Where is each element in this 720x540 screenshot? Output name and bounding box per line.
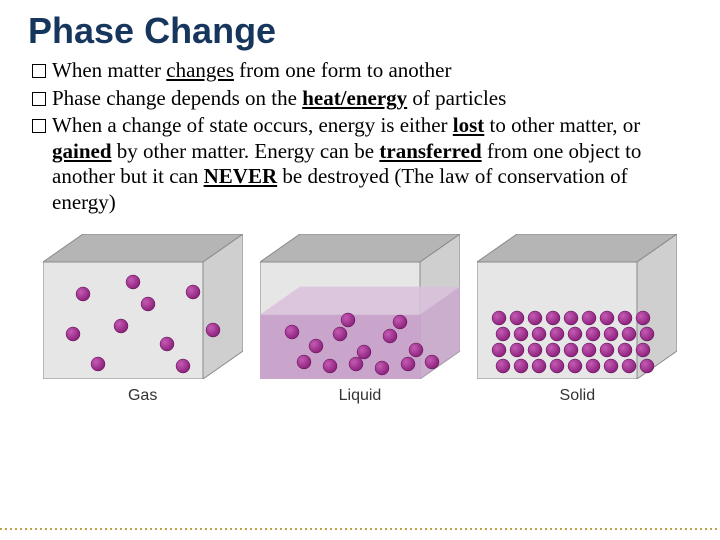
bullet-square-icon	[32, 64, 46, 78]
bullet-text: When matter changes from one form to ano…	[52, 58, 692, 84]
liquid-box-icon	[260, 234, 460, 379]
slide: Phase Change When matter changes from on…	[0, 0, 720, 540]
bullet-list: When matter changes from one form to ano…	[28, 58, 692, 216]
gas-box-icon	[43, 234, 243, 379]
diagram-row: Gas Liquid Solid	[28, 234, 692, 405]
bullet-item: When matter changes from one form to ano…	[32, 58, 692, 84]
page-title: Phase Change	[28, 10, 692, 52]
solid-box-icon	[477, 234, 677, 379]
bullet-text: When a change of state occurs, energy is…	[52, 113, 692, 215]
bullet-text: Phase change depends on the heat/energy …	[52, 86, 692, 112]
bullet-item: Phase change depends on the heat/energy …	[32, 86, 692, 112]
bullet-item: When a change of state occurs, energy is…	[32, 113, 692, 215]
liquid-label: Liquid	[339, 387, 382, 405]
solid-panel: Solid	[472, 234, 682, 405]
gas-panel: Gas	[38, 234, 248, 405]
bullet-square-icon	[32, 92, 46, 106]
solid-label: Solid	[560, 387, 596, 405]
gas-label: Gas	[128, 387, 157, 405]
bullet-square-icon	[32, 119, 46, 133]
liquid-panel: Liquid	[255, 234, 465, 405]
footer-decoration	[0, 528, 720, 530]
